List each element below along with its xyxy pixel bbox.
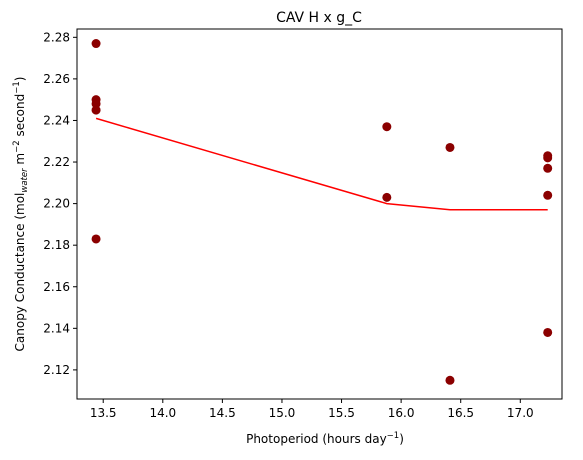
y-axis-label: Canopy Conductance (molwater m−2 second−…: [12, 77, 30, 352]
data-point-12: [543, 164, 552, 173]
y-tick-label: 2.28: [43, 30, 70, 44]
x-tick-label: 14.5: [209, 406, 236, 420]
data-point-14: [543, 328, 552, 337]
axes-frame: [77, 29, 562, 399]
y-tick-label: 2.12: [43, 363, 70, 377]
fit-line: [96, 118, 548, 209]
y-axis-label-second: second: [13, 94, 27, 141]
x-tick-label: 16.5: [447, 406, 474, 420]
x-axis: 13.5 14.0 14.5 15.0 15.5 16.0 16.5 17.0: [90, 399, 534, 420]
plot-area: [92, 39, 553, 385]
y-tick-label: 2.26: [43, 72, 70, 86]
x-axis-label: Photoperiod (hours day−1): [246, 431, 404, 446]
y-axis: 2.12 2.14 2.16 2.18 2.20 2.22 2.24 2.26 2.28: [43, 30, 77, 377]
data-point-11: [543, 153, 552, 162]
y-axis-label-m: m: [13, 153, 27, 169]
data-point-9: [445, 376, 454, 385]
y-tick-label: 2.24: [43, 113, 70, 127]
chart-title: CAV H x g_C: [276, 10, 362, 26]
data-point-13: [543, 191, 552, 200]
x-tick-label: 17.0: [507, 406, 534, 420]
y-tick-label: 2.14: [43, 321, 70, 335]
x-axis-label-end: ): [399, 432, 404, 446]
data-point-7: [382, 193, 391, 202]
y-axis-label-subscript: water: [20, 168, 30, 193]
x-axis-label-superscript: −1: [387, 431, 400, 441]
data-point-6: [382, 122, 391, 131]
data-point-1: [92, 39, 101, 48]
x-tick-label: 15.5: [328, 406, 355, 420]
y-axis-label-sup-1: −2: [12, 140, 22, 153]
x-tick-label: 13.5: [90, 406, 117, 420]
y-axis-label-sup-2: −1: [12, 81, 22, 94]
x-tick-label: 15.0: [269, 406, 296, 420]
y-tick-label: 2.22: [43, 155, 70, 169]
y-tick-label: 2.20: [43, 197, 70, 211]
x-tick-label: 16.0: [388, 406, 415, 420]
data-point-8: [445, 143, 454, 152]
y-tick-label: 2.16: [43, 280, 70, 294]
data-point-5: [92, 234, 101, 243]
x-axis-label-main: Photoperiod (hours day: [246, 432, 387, 446]
data-point-4: [92, 106, 101, 115]
y-axis-label-end: ): [13, 77, 27, 82]
y-axis-label-main: Canopy Conductance (mol: [13, 193, 27, 352]
y-tick-label: 2.18: [43, 238, 70, 252]
x-tick-label: 14.0: [149, 406, 176, 420]
